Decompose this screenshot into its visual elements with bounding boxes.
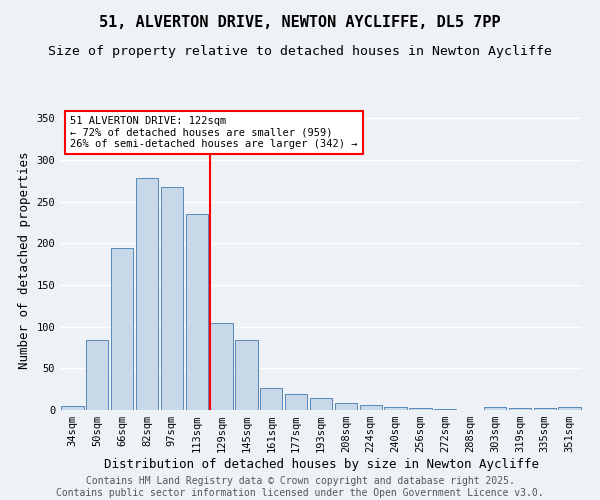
Bar [484,406,506,410]
Bar [235,340,257,410]
Y-axis label: Number of detached properties: Number of detached properties [18,151,31,369]
Bar [86,340,109,410]
Bar [559,406,581,410]
Bar [185,214,208,410]
Bar [434,409,457,410]
Bar [285,394,307,410]
Bar [359,405,382,410]
Bar [111,248,133,410]
Text: Contains HM Land Registry data © Crown copyright and database right 2025.
Contai: Contains HM Land Registry data © Crown c… [56,476,544,498]
Text: 51 ALVERTON DRIVE: 122sqm
← 72% of detached houses are smaller (959)
26% of semi: 51 ALVERTON DRIVE: 122sqm ← 72% of detac… [70,116,358,149]
Bar [211,324,233,410]
Bar [61,406,83,410]
Bar [533,408,556,410]
Bar [310,398,332,410]
Text: Size of property relative to detached houses in Newton Aycliffe: Size of property relative to detached ho… [48,45,552,58]
Bar [335,404,357,410]
Bar [260,388,283,410]
Bar [385,406,407,410]
Text: 51, ALVERTON DRIVE, NEWTON AYCLIFFE, DL5 7PP: 51, ALVERTON DRIVE, NEWTON AYCLIFFE, DL5… [99,15,501,30]
Bar [509,408,531,410]
Bar [136,178,158,410]
Bar [161,186,183,410]
X-axis label: Distribution of detached houses by size in Newton Aycliffe: Distribution of detached houses by size … [104,458,539,471]
Bar [409,408,431,410]
